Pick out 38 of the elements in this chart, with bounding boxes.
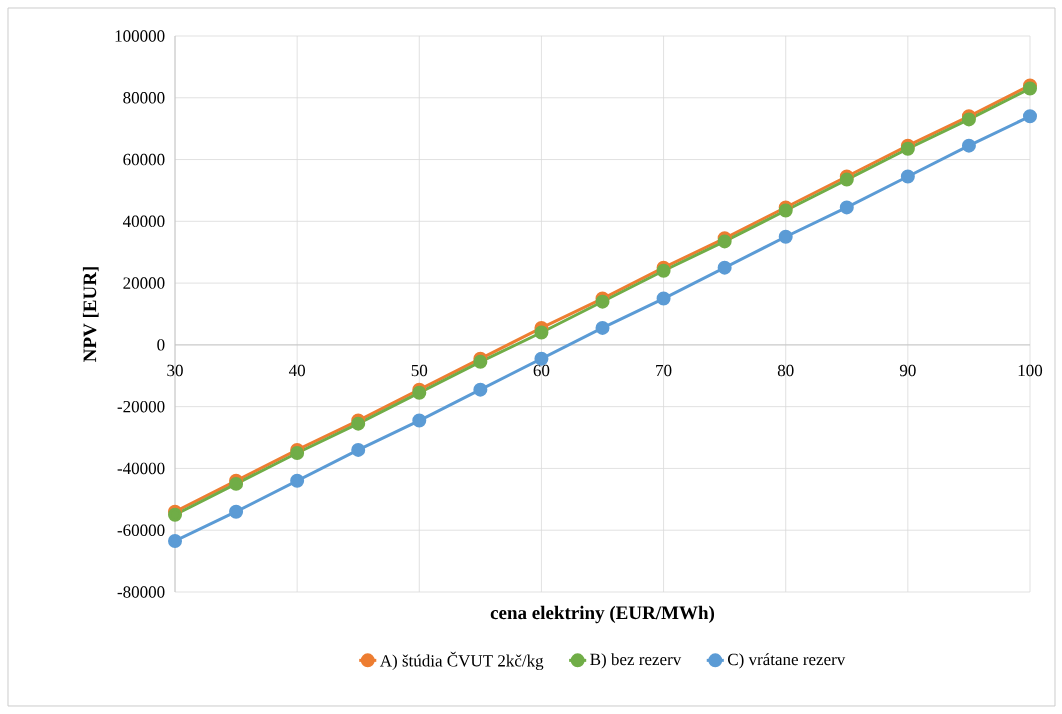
y-tick-label: 0: [157, 339, 165, 351]
point: [717, 260, 732, 275]
x-tick-label: 100: [1018, 364, 1043, 377]
legend-label: A) štúdia ČVUT 2kč/kg: [379, 651, 544, 671]
y-tick-label: -40000: [117, 462, 165, 475]
point: [534, 325, 549, 340]
y-tick-label: 100000: [115, 30, 165, 42]
y-tick-label: -80000: [117, 586, 165, 598]
y-tick-label: -60000: [117, 524, 165, 536]
point: [839, 200, 854, 215]
point: [1023, 109, 1037, 124]
y-tick-label: 80000: [123, 92, 165, 104]
point: [900, 169, 915, 184]
point: [595, 320, 610, 335]
legend-label: B) bez rezerv: [590, 653, 682, 669]
point: [961, 138, 976, 153]
point: [473, 382, 488, 397]
point: [778, 229, 793, 244]
point: [656, 291, 671, 306]
point: [229, 504, 244, 519]
point: [290, 473, 305, 488]
y-tick-label: 60000: [123, 153, 165, 166]
legend-label: C) vrátane rezerv: [728, 653, 846, 669]
x-tick-label: 90: [899, 364, 916, 377]
y-axis-title: NPV [EUR]: [82, 267, 99, 362]
x-tick-label: 40: [288, 364, 306, 377]
x-axis-title: cena elektriny (EUR/MWh): [490, 605, 715, 624]
point: [351, 442, 366, 457]
point: [168, 534, 183, 549]
y-tick-label: -20000: [117, 400, 165, 413]
x-tick-label: 30: [167, 364, 183, 377]
x-tick-label: 80: [777, 364, 794, 377]
x-tick-label: 50: [411, 364, 428, 377]
x-tick-label: 60: [533, 364, 550, 377]
x-tick-label: 70: [656, 364, 672, 377]
point: [412, 413, 427, 428]
y-tick-label: 40000: [122, 215, 165, 228]
y-tick-label: 20000: [123, 277, 165, 289]
